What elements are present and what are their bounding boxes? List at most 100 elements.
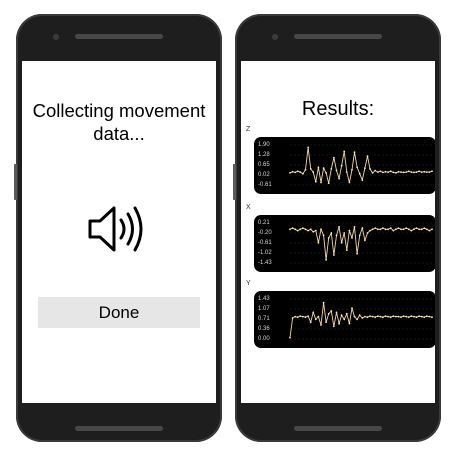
- z-plot: 1.90 1.28 0.65 0.02 -0.61: [254, 137, 435, 194]
- data-point: [371, 315, 374, 318]
- data-point: [289, 228, 291, 231]
- plot-y-svg: [289, 298, 433, 340]
- data-point: [330, 168, 333, 170]
- data-point: [291, 317, 294, 319]
- data-point: [382, 227, 384, 229]
- data-point: [299, 228, 302, 231]
- data-point: [333, 254, 335, 256]
- data-point: [358, 172, 361, 175]
- z-tick: 0.02: [258, 172, 270, 178]
- data-point: [374, 169, 377, 172]
- x-tick: -1.43: [258, 260, 272, 266]
- data-point: [317, 241, 320, 244]
- data-point: [307, 315, 309, 317]
- y-tick: 1.07: [258, 306, 270, 312]
- data-point: [291, 227, 294, 229]
- z-axis-label: Z: [246, 126, 251, 133]
- data-point: [402, 315, 405, 317]
- data-point: [387, 171, 389, 173]
- data-point: [338, 322, 340, 325]
- data-point: [410, 229, 413, 232]
- data-point: [369, 315, 371, 317]
- data-point: [343, 232, 346, 234]
- data-point: [420, 228, 423, 231]
- data-point: [395, 228, 397, 231]
- data-point: [392, 171, 395, 174]
- data-point: [400, 171, 402, 173]
- data-point: [369, 229, 371, 232]
- data-point: [395, 172, 397, 174]
- front-camera-icon: [53, 34, 59, 40]
- plot-z-svg: [289, 144, 433, 186]
- data-point: [330, 310, 333, 312]
- data-point: [302, 315, 304, 318]
- data-point: [345, 312, 348, 315]
- data-point: [428, 229, 431, 232]
- data-point: [361, 227, 364, 229]
- data-point: [407, 228, 410, 231]
- data-point: [397, 315, 400, 318]
- series-line-x: [289, 226, 433, 260]
- data-point: [335, 169, 338, 172]
- data-point: [358, 234, 361, 237]
- z-tick: 0.65: [258, 162, 270, 168]
- data-point: [425, 228, 428, 231]
- data-point: [343, 150, 346, 153]
- data-point: [395, 315, 397, 318]
- data-point: [376, 171, 379, 173]
- y-tick: 0.36: [258, 326, 270, 332]
- data-point: [294, 315, 297, 318]
- data-point: [314, 318, 317, 321]
- data-point: [338, 226, 340, 228]
- data-point: [379, 228, 382, 231]
- data-point: [353, 151, 356, 154]
- data-point: [366, 232, 369, 234]
- data-point: [320, 181, 322, 184]
- data-point: [294, 171, 297, 174]
- data-point: [345, 171, 348, 173]
- data-point: [333, 325, 335, 328]
- data-point: [389, 316, 392, 319]
- speaker-grille: [294, 34, 382, 39]
- data-point: [410, 171, 413, 173]
- data-point: [425, 315, 428, 317]
- z-tick: 1.90: [258, 142, 270, 148]
- data-point: [289, 336, 291, 339]
- series-line-y: [289, 302, 433, 338]
- y-axis-label: Y: [246, 280, 251, 287]
- data-point: [327, 182, 330, 185]
- data-point: [314, 180, 317, 183]
- data-point: [348, 322, 351, 325]
- front-camera-icon: [272, 34, 278, 40]
- data-point: [405, 171, 408, 173]
- data-point: [379, 170, 382, 173]
- data-point: [364, 239, 366, 242]
- x-axis-label: X: [246, 204, 251, 211]
- data-point: [317, 166, 320, 169]
- data-point: [320, 324, 322, 326]
- data-point: [327, 312, 330, 315]
- data-point: [325, 321, 327, 324]
- data-point: [415, 316, 418, 319]
- data-point: [327, 237, 330, 239]
- data-point: [309, 168, 312, 170]
- x-tick: -0.61: [258, 240, 272, 246]
- y-tick: 0.00: [258, 336, 270, 342]
- done-button[interactable]: Done: [38, 297, 200, 328]
- data-point: [431, 228, 433, 231]
- data-point: [353, 315, 356, 318]
- data-point: [322, 167, 325, 169]
- data-point: [296, 170, 299, 173]
- data-point: [389, 170, 392, 173]
- data-point: [374, 227, 377, 229]
- data-point: [374, 316, 377, 319]
- data-point: [418, 170, 420, 173]
- data-point: [322, 301, 325, 304]
- plot-x-svg: [289, 222, 433, 264]
- data-point: [369, 168, 371, 170]
- data-point: [294, 228, 297, 231]
- data-point: [418, 315, 420, 317]
- data-point: [400, 228, 402, 231]
- data-point: [384, 315, 387, 317]
- data-point: [309, 321, 312, 324]
